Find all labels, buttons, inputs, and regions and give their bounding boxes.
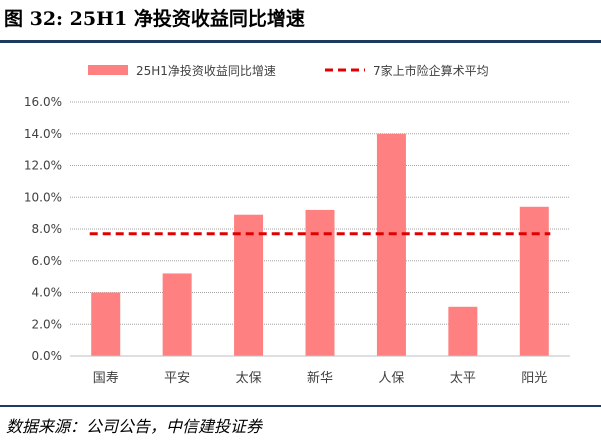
x-tick-label: 新华	[307, 370, 333, 386]
data-source: 数据来源：公司公告，中信建投证券	[6, 417, 263, 436]
y-tick-label: 2.0%	[32, 317, 63, 331]
x-tick-label: 人保	[378, 371, 404, 386]
y-tick-label: 8.0%	[32, 222, 63, 236]
y-tick-label: 4.0%	[32, 286, 63, 300]
x-tick-label: 平安	[164, 371, 190, 386]
legend-label-line: 7家上市险企算术平均	[373, 63, 489, 78]
x-tick-label: 太保	[236, 371, 262, 386]
x-tick-label: 阳光	[521, 371, 547, 386]
bar	[305, 209, 335, 356]
y-tick-label: 6.0%	[32, 254, 63, 268]
bar	[162, 273, 192, 356]
bar	[91, 292, 121, 356]
legend-swatch-bar	[88, 65, 128, 75]
legend-label-bar: 25H1净投资收益同比增速	[136, 63, 276, 78]
bar	[234, 214, 264, 356]
bar-chart: 0.0% 2.0% 4.0% 6.0% 8.0% 10.0% 12.0% 14.0% 16.0%…	[24, 63, 570, 386]
y-tick-label: 16.0%	[24, 95, 62, 109]
bottom-rule	[0, 405, 601, 407]
bar	[448, 306, 478, 356]
x-tick-label: 国寿	[93, 371, 119, 386]
bar	[519, 206, 549, 356]
figure-title: 图 32: 25H1 净投资收益同比增速	[4, 8, 305, 30]
y-tick-label: 10.0%	[24, 190, 62, 204]
x-tick-label: 太平	[450, 371, 476, 386]
y-tick-label: 0.0%	[32, 349, 63, 363]
y-tick-label: 14.0%	[24, 127, 62, 141]
bar	[376, 133, 406, 356]
top-rule	[0, 40, 601, 43]
y-tick-label: 12.0%	[24, 159, 62, 173]
